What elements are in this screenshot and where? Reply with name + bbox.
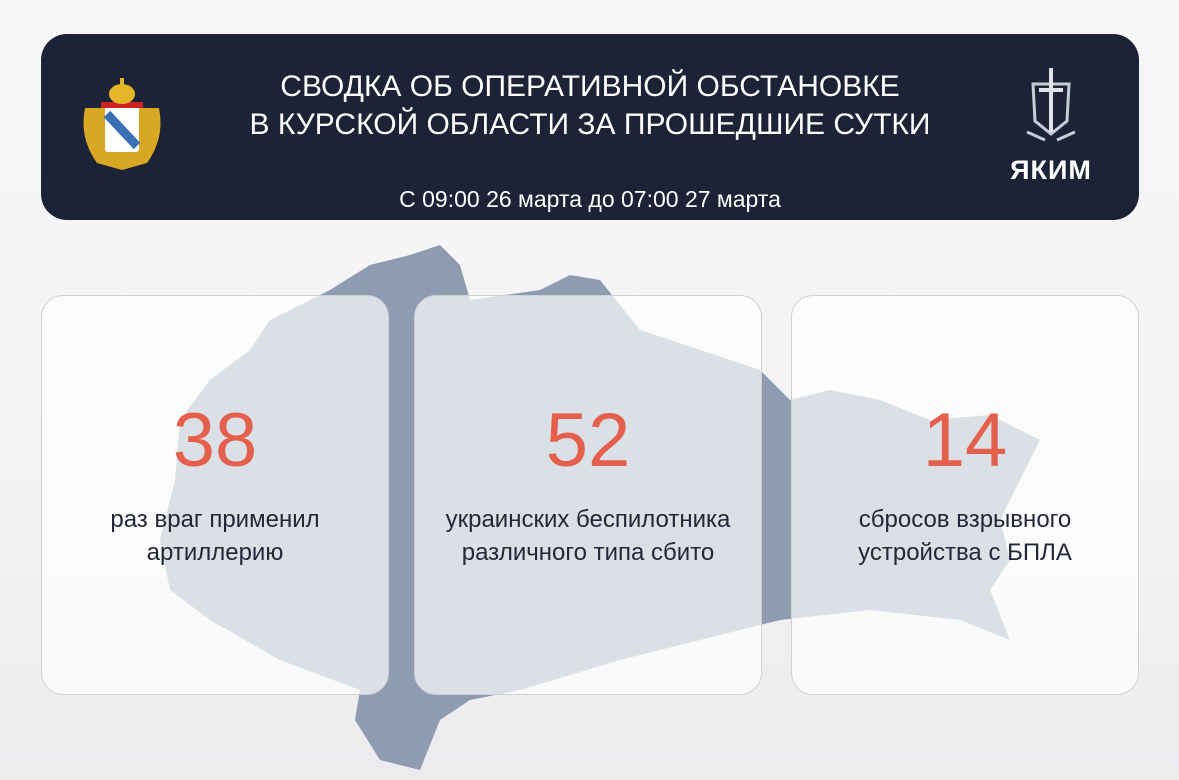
yakim-logo: ЯКИМ xyxy=(1001,66,1101,186)
kursk-coat-of-arms-logo xyxy=(83,78,161,170)
stat-desc-line: устройства с БПЛА xyxy=(858,539,1072,566)
stat-card-drops: 14 сбросов взрывного устройства с БПЛА xyxy=(791,295,1139,695)
stat-desc-line: раз враг применил xyxy=(110,506,320,533)
stat-description: сбросов взрывного устройства с БПЛА xyxy=(792,503,1138,569)
brand-name: ЯКИМ xyxy=(1010,155,1092,185)
stat-description: раз враг применил артиллерию xyxy=(42,503,388,569)
sword-shield-icon xyxy=(1026,68,1076,142)
stat-value: 52 xyxy=(545,398,631,483)
stat-card-artillery: 38 раз враг применил артиллерию xyxy=(41,295,389,695)
date-range: С 09:00 26 марта до 07:00 27 марта xyxy=(399,186,781,212)
stat-desc-line: различного типа сбито xyxy=(461,539,715,566)
stat-desc-line: сбросов взрывного xyxy=(858,506,1072,533)
header-banner: СВОДКА ОБ ОПЕРАТИВНОЙ ОБСТАНОВКЕ В КУРСК… xyxy=(41,34,1139,220)
stat-card-drones: 52 украинских беспилотника различного ти… xyxy=(414,295,762,695)
title-line-2: В КУРСКОЙ ОБЛАСТИ ЗА ПРОШЕДШИЕ СУТКИ xyxy=(249,108,931,141)
stat-description: украинских беспилотника различного типа … xyxy=(415,503,761,569)
stat-desc-line: украинских беспилотника xyxy=(445,506,731,533)
page-title: СВОДКА ОБ ОПЕРАТИВНОЙ ОБСТАНОВКЕ В КУРСК… xyxy=(191,68,989,144)
title-line-1: СВОДКА ОБ ОПЕРАТИВНОЙ ОБСТАНОВКЕ xyxy=(280,70,900,103)
stat-value: 14 xyxy=(922,398,1008,483)
stat-desc-line: артиллерию xyxy=(146,539,284,566)
stat-value: 38 xyxy=(172,398,258,483)
